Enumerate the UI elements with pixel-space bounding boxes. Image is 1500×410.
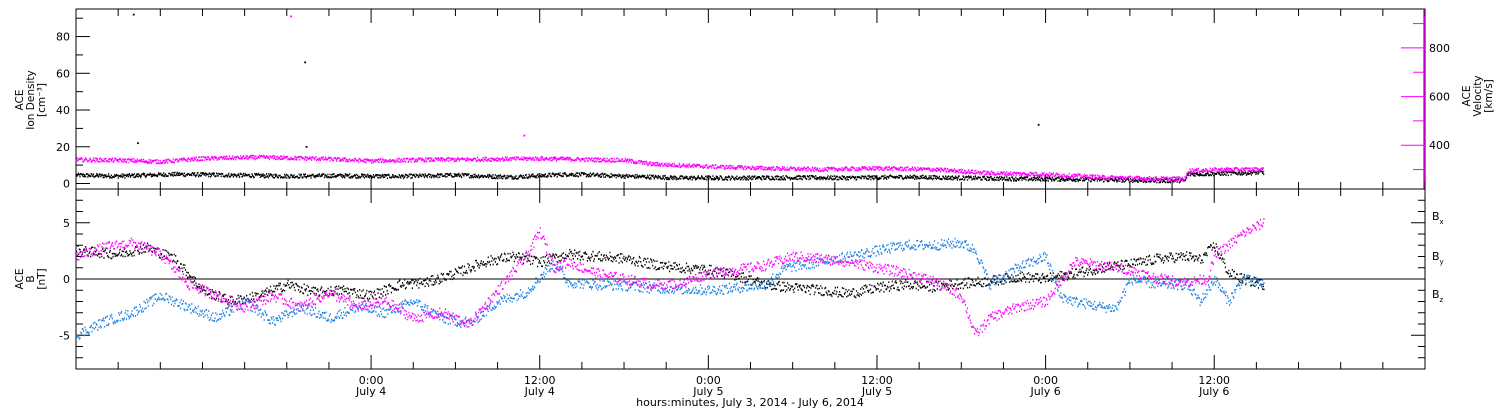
velocity-tick-label: 600	[1429, 91, 1450, 104]
legend-by-name: B	[1432, 250, 1440, 263]
ion-density-series-outlier	[132, 13, 135, 16]
velocity-series-points	[76, 154, 1265, 182]
density-tick-label: 0	[63, 177, 70, 190]
velocity-axis-label-line: ACE	[1461, 86, 1473, 107]
time-tick-label: 0:00	[696, 374, 721, 387]
legend-bz-subscript: z	[1440, 296, 1444, 304]
field-axis-label: ACE B [nT]	[14, 268, 48, 289]
panel1-frame	[75, 8, 1426, 190]
velocity-series-outlier	[290, 15, 292, 18]
field-bx-series-points	[76, 242, 1265, 307]
density-axis-label-line: ACE	[14, 90, 26, 111]
field-bx-series	[76, 242, 1265, 307]
density-tick-label: 80	[56, 31, 70, 44]
density-tick-label: 60	[56, 67, 70, 80]
date-tick-label: July 4	[355, 385, 386, 398]
velocity-axis-label: ACE Velocity [km/s]	[1461, 75, 1495, 116]
ion-density-series-outlier	[304, 61, 307, 64]
time-tick-label: 0:00	[1033, 374, 1058, 387]
field-axis-label-line: B	[25, 275, 37, 282]
legend-by: By	[1432, 250, 1444, 266]
field-bz-series-points	[76, 218, 1265, 337]
date-tick-label: July 5	[861, 385, 892, 398]
legend-bx-name: B	[1432, 210, 1440, 223]
time-tick-label: 0:00	[359, 374, 384, 387]
legend-bx-subscript: x	[1440, 218, 1444, 226]
ion-density-series-outlier	[1037, 123, 1040, 126]
ion-density-series-outlier	[137, 142, 139, 145]
density-axis-label: ACE Ion Density [cm⁻³]	[14, 70, 48, 129]
time-tick-label: 12:00	[1198, 374, 1230, 387]
ion-density-series-outlier	[305, 145, 308, 148]
field-tick-label: 0	[63, 273, 70, 286]
time-axis-label: hours:minutes, July 3, 2014 - July 6, 20…	[636, 396, 864, 409]
legend-by-subscript: y	[1440, 258, 1444, 266]
field-by-series	[76, 237, 1265, 340]
velocity-series	[76, 15, 1265, 182]
magnetic-field-panel-data	[76, 218, 1265, 340]
velocity-series-outlier	[523, 134, 526, 137]
field-axis-label-line: [nT]	[36, 268, 48, 289]
time-tick-label: 12:00	[524, 374, 556, 387]
legend-bz-name: B	[1432, 288, 1440, 301]
field-axis-label-line: ACE	[14, 269, 26, 290]
density-tick-label: 20	[56, 141, 70, 154]
date-tick-label: July 5	[692, 385, 723, 398]
velocity-tick-label: 400	[1429, 139, 1450, 152]
field-bz-series	[76, 218, 1265, 337]
legend-bz: Bz	[1432, 288, 1444, 304]
density-axis-label-line: Ion Density	[25, 70, 37, 129]
velocity-axis-label-line: Velocity	[1472, 75, 1484, 116]
density-velocity-panel-data	[76, 13, 1265, 184]
velocity-axis-label-line: [km/s]	[1483, 79, 1495, 113]
density-tick-label: 40	[56, 104, 70, 117]
time-tick-label: 12:00	[861, 374, 893, 387]
legend-bx: Bx	[1432, 210, 1444, 226]
date-tick-label: July 6	[1198, 385, 1229, 398]
ion-density-series-points	[76, 169, 1265, 184]
field-tick-label: -5	[59, 329, 70, 342]
velocity-tick-label: 800	[1429, 42, 1450, 55]
density-axis-label-line: [cm⁻³]	[36, 83, 48, 117]
date-tick-label: July 6	[1029, 385, 1060, 398]
date-tick-label: July 4	[524, 385, 555, 398]
field-by-series-points	[76, 237, 1265, 340]
field-tick-label: 5	[63, 217, 70, 230]
